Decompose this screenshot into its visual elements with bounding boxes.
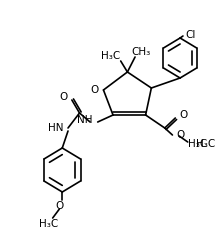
Text: O: O [60,92,68,102]
Text: O: O [176,130,184,140]
Text: H₃C: H₃C [102,51,121,61]
Text: O: O [55,201,63,211]
Text: HN: HN [48,123,63,133]
Text: H₃C: H₃C [39,219,58,229]
Text: Cl: Cl [186,30,196,40]
Text: O: O [179,110,187,120]
Text: H₃C: H₃C [196,139,216,149]
Text: O: O [90,85,99,95]
Text: H₃C: H₃C [188,139,207,149]
Text: NH: NH [77,115,93,125]
Text: CH₃: CH₃ [131,47,150,57]
